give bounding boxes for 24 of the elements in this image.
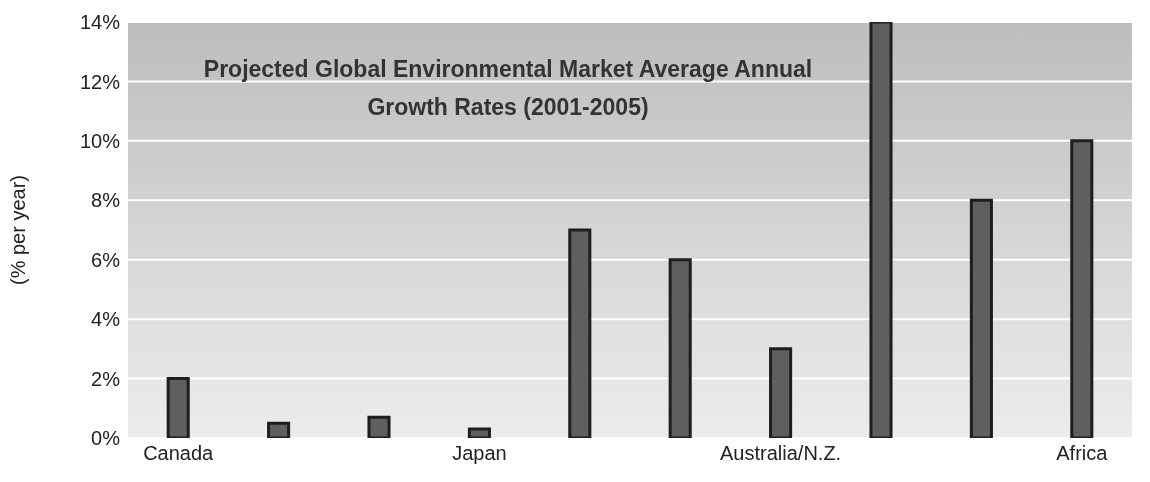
y-tick-label: 2% bbox=[91, 367, 121, 390]
x-tick-label: Australia/N.Z. bbox=[720, 442, 842, 465]
bar bbox=[969, 198, 993, 438]
y-tick-label: 8% bbox=[91, 189, 121, 212]
y-tick-label: 12% bbox=[79, 70, 121, 93]
x-tick-label: Africa bbox=[1056, 442, 1109, 465]
text: Projected Global Environmental Market Average Annual Growth Rates (2001-2005) bbox=[202, 55, 814, 122]
bar bbox=[568, 228, 592, 438]
y-tick-label: 14% bbox=[79, 11, 121, 34]
bar bbox=[367, 415, 391, 438]
bar bbox=[869, 22, 893, 438]
bar bbox=[668, 258, 692, 438]
bar bbox=[769, 347, 793, 438]
x-tick-label: Japan bbox=[452, 442, 507, 465]
bar bbox=[267, 421, 291, 438]
x-tick-label: Canada bbox=[143, 442, 215, 465]
bar bbox=[166, 377, 190, 438]
y-tick-label: 10% bbox=[79, 129, 121, 152]
y-axis-title: (% per year) bbox=[7, 174, 30, 286]
bar bbox=[1070, 139, 1094, 438]
y-tick-label: 0% bbox=[91, 427, 121, 450]
y-tick-label: 4% bbox=[91, 308, 121, 331]
bar bbox=[467, 427, 491, 438]
y-tick-label: 6% bbox=[91, 248, 121, 271]
